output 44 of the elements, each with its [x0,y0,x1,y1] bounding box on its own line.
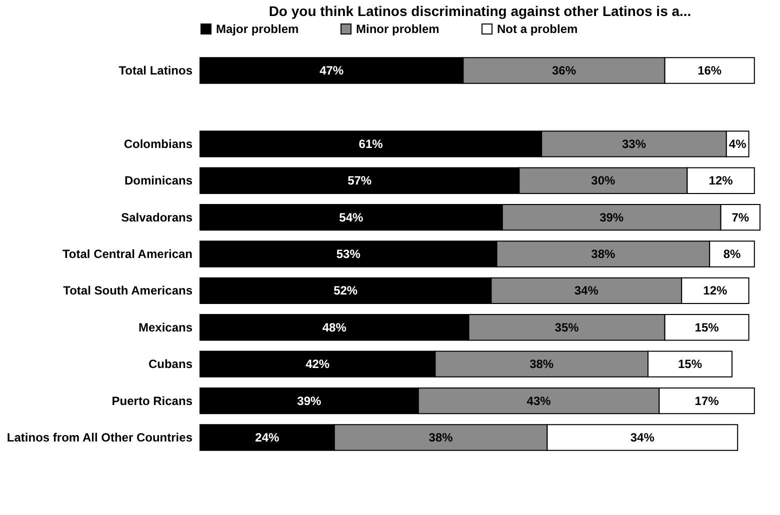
y-tick-label: Cubans [148,357,193,372]
data-label: 24% [255,430,280,444]
data-label: 4% [728,136,747,151]
data-label: 47% [320,64,344,78]
y-tick-label: Total Latinos [118,64,193,78]
data-label: 38% [428,430,454,444]
data-label: 61% [358,136,384,151]
data-label: 34% [574,284,599,298]
y-tick-label: Total South Americans [63,284,193,298]
data-label: 39% [297,394,322,408]
data-label: 16% [698,64,722,78]
data-label: 57% [348,174,372,188]
data-label: 15% [678,357,702,372]
data-label: 54% [339,210,364,224]
y-tick-label: Total Central American [62,247,192,261]
data-label: 53% [336,247,361,261]
y-tick-label: Puerto Ricans [112,394,193,408]
legend-label: Major problem [216,22,299,36]
y-tick-label: Salvadorans [121,210,193,224]
data-label: 17% [694,394,720,408]
data-label: 42% [306,357,330,372]
data-label: 8% [723,247,741,261]
data-label: 43% [526,394,552,408]
legend-label: Not a problem [497,22,578,36]
data-label: 39% [600,210,624,224]
data-label: 12% [708,174,734,188]
data-label: 38% [591,247,616,261]
data-label: 12% [703,284,728,298]
chart-title: Do you think Latinos discriminating against other Latinos is a... [268,3,692,19]
y-tick-label: Dominicans [124,174,193,188]
data-label: 30% [591,174,616,188]
y-tick-label: Latinos from All Other Countries [6,430,193,444]
data-label: 52% [334,284,358,298]
legend-label: Minor problem [356,22,440,36]
data-label: 33% [622,136,646,151]
y-tick-label: Mexicans [138,320,193,334]
data-label: 38% [530,357,554,372]
data-label: 15% [694,320,720,334]
data-label: 35% [554,320,580,334]
data-label: 36% [552,64,576,78]
y-tick-label: Colombians [124,136,193,151]
data-label: 48% [322,320,347,334]
data-label: 7% [732,210,750,224]
data-label: 34% [630,430,655,444]
